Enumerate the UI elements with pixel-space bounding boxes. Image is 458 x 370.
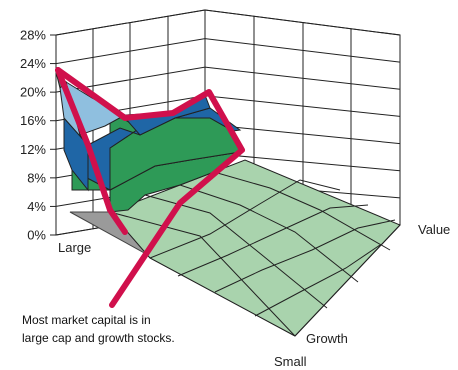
z-tick-label: 16% xyxy=(20,113,46,128)
floor-grid-line xyxy=(109,211,296,337)
style-axis-label-value: Value xyxy=(418,222,450,237)
z-tick-label: 28% xyxy=(20,28,46,43)
highlight-line-back xyxy=(55,67,128,235)
z-gridline xyxy=(55,66,401,93)
z-gridline xyxy=(55,38,401,65)
highlight-outline xyxy=(55,67,245,308)
z-tick-label: 24% xyxy=(20,56,46,71)
z-tick-label: 12% xyxy=(20,142,46,157)
highlight-line xyxy=(55,67,245,308)
size-axis-label-large: Large xyxy=(58,240,91,255)
annotation-line-1: Most market capital is in xyxy=(22,313,151,327)
z-tick-label: 4% xyxy=(27,199,46,214)
floor-grid-line xyxy=(149,179,341,259)
floor-grid-line xyxy=(179,184,359,283)
floor-grid-line xyxy=(177,204,369,277)
z-axis: 0% 4% 8% 12% 16% 20% 24% 28% xyxy=(20,28,56,243)
z-gridline xyxy=(55,9,401,36)
floor-grid-line xyxy=(254,244,381,317)
z-tick-label: 8% xyxy=(27,170,46,185)
floor-grid-line xyxy=(214,219,396,293)
size-axis-label-small: Small xyxy=(274,354,307,369)
floor-edge-line xyxy=(294,224,401,337)
z-tick-label: 20% xyxy=(20,85,46,100)
annotation-line-2: large cap and growth stocks. xyxy=(22,331,175,345)
floor-grid-line xyxy=(213,171,391,251)
z-tick-label: 0% xyxy=(27,228,46,243)
style-axis-label-growth: Growth xyxy=(306,331,348,346)
